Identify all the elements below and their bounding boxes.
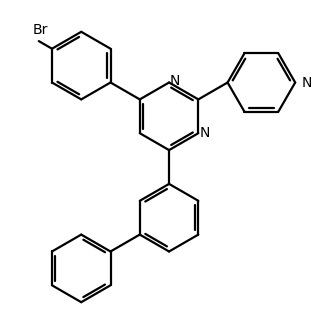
Text: N: N — [170, 74, 180, 88]
Text: N: N — [199, 126, 210, 140]
Text: N: N — [301, 75, 312, 90]
Text: Br: Br — [33, 23, 48, 37]
